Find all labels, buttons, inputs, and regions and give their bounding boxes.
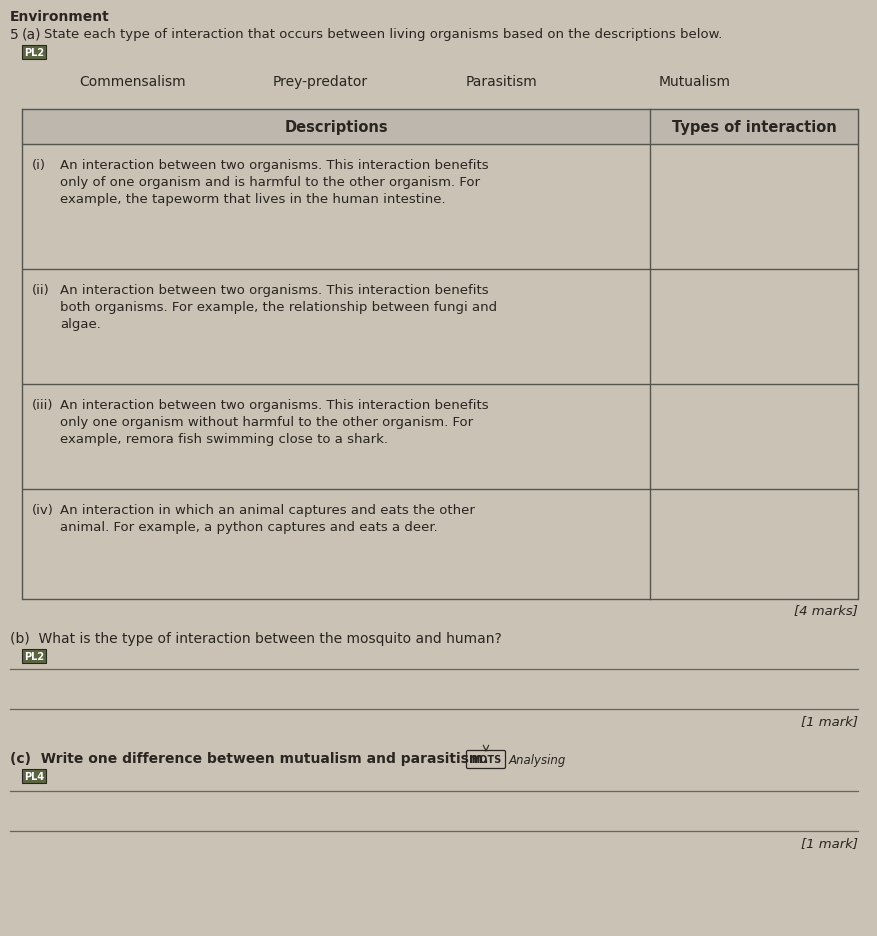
Text: [1 mark]: [1 mark] <box>800 714 857 727</box>
Text: Types of interaction: Types of interaction <box>671 120 836 135</box>
Text: (a): (a) <box>22 28 41 42</box>
Text: Commensalism: Commensalism <box>79 75 185 89</box>
Text: Descriptions: Descriptions <box>284 120 388 135</box>
Text: 5: 5 <box>10 28 18 42</box>
Text: (c)  Write one difference between mutualism and parasitism.: (c) Write one difference between mutuali… <box>10 752 488 766</box>
Text: Mutualism: Mutualism <box>658 75 730 89</box>
Text: HOTS: HOTS <box>470 754 501 765</box>
Text: (iv): (iv) <box>32 504 53 517</box>
Bar <box>22 46 46 60</box>
Text: PL4: PL4 <box>24 771 44 782</box>
Text: (i): (i) <box>32 159 46 172</box>
Bar <box>22 769 46 783</box>
Text: An interaction between two organisms. This interaction benefits
only one organis: An interaction between two organisms. Th… <box>60 399 488 446</box>
Text: Analysing: Analysing <box>509 753 566 767</box>
Text: Environment: Environment <box>10 10 110 24</box>
Text: An interaction between two organisms. This interaction benefits
both organisms. : An interaction between two organisms. Th… <box>60 284 496 330</box>
Text: An interaction in which an animal captures and eats the other
animal. For exampl: An interaction in which an animal captur… <box>60 504 474 534</box>
Text: PL2: PL2 <box>24 48 44 58</box>
Text: (iii): (iii) <box>32 399 53 412</box>
Text: (ii): (ii) <box>32 284 50 297</box>
Text: State each type of interaction that occurs between living organisms based on the: State each type of interaction that occu… <box>44 28 722 41</box>
Text: (b)  What is the type of interaction between the mosquito and human?: (b) What is the type of interaction betw… <box>10 631 501 645</box>
Text: Prey-predator: Prey-predator <box>272 75 367 89</box>
Text: An interaction between two organisms. This interaction benefits
only of one orga: An interaction between two organisms. Th… <box>60 159 488 206</box>
Text: PL2: PL2 <box>24 651 44 662</box>
Text: [4 marks]: [4 marks] <box>793 604 857 616</box>
Bar <box>22 650 46 664</box>
Text: Parasitism: Parasitism <box>465 75 537 89</box>
FancyBboxPatch shape <box>466 751 505 768</box>
Text: [1 mark]: [1 mark] <box>800 836 857 849</box>
